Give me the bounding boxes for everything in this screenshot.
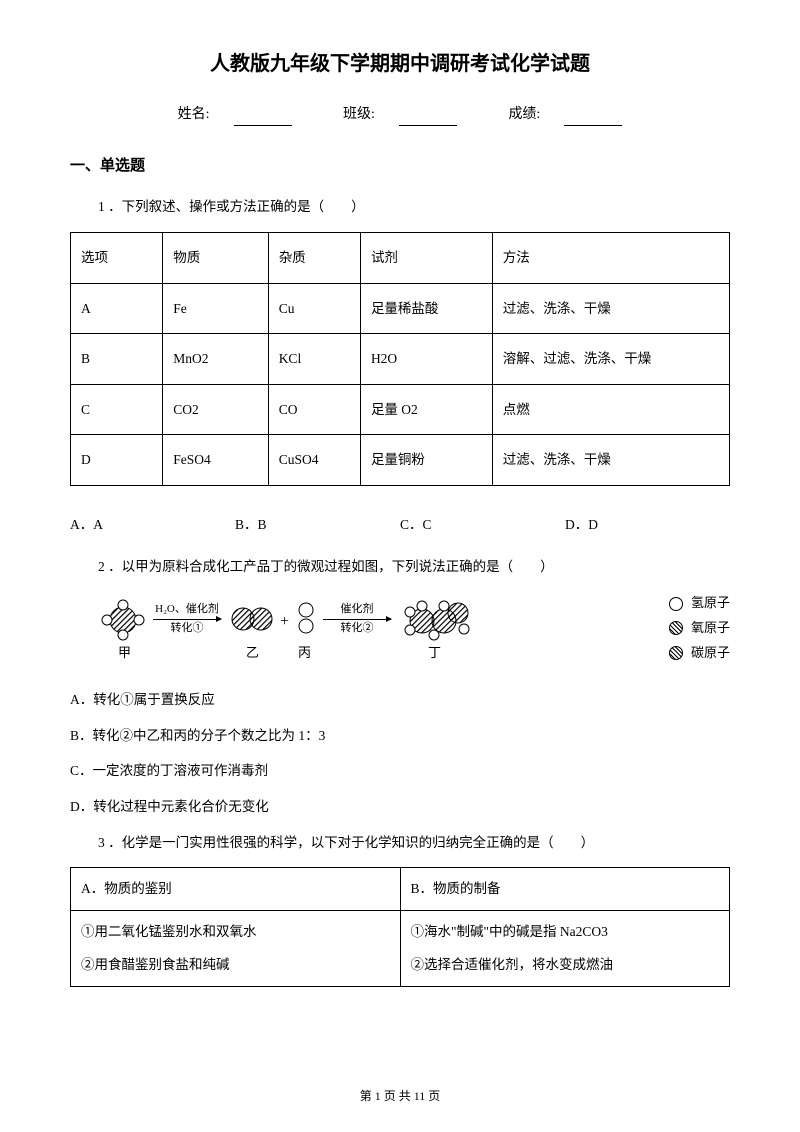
- option-d: D．D: [565, 514, 730, 536]
- name-label: 姓名:: [166, 107, 304, 122]
- label-jia: 甲: [118, 643, 131, 664]
- question-2-text: 2 ．以甲为原料合成化工产品丁的微观过程如图，下列说法正确的是（ ）: [98, 556, 730, 578]
- label-yi: 乙: [246, 643, 259, 664]
- arrow-2: 催化剂 转化②: [323, 601, 391, 637]
- question-3-table: A．物质的鉴别 B．物质的制备 ①用二氧化锰鉴别水和双氧水 ②用食醋鉴别食盐和纯…: [70, 867, 730, 987]
- atom-legend: 氢原子 氧原子 碳原子: [669, 593, 730, 667]
- score-label: 成绩:: [496, 107, 634, 122]
- table-row: C CO2 CO 足量 O2 点燃: [71, 384, 730, 435]
- table-header: 选项: [71, 232, 163, 283]
- label-bing: 丙: [298, 643, 311, 664]
- q3-cell-a-content: ①用二氧化锰鉴别水和双氧水 ②用食醋鉴别食盐和纯碱: [71, 910, 401, 986]
- option-b: B．B: [235, 514, 400, 536]
- table-row: B MnO2 KCl H2O 溶解、过滤、洗涤、干燥: [71, 334, 730, 385]
- table-row: ①用二氧化锰鉴别水和双氧水 ②用食醋鉴别食盐和纯碱 ①海水"制碱"中的碱是指 N…: [71, 910, 730, 986]
- table-header: 物质: [163, 232, 268, 283]
- table-header: 试剂: [360, 232, 492, 283]
- q3-cell-b-title: B．物质的制备: [400, 868, 730, 911]
- section-heading: 一、单选题: [70, 154, 730, 178]
- option-a: A．A: [70, 514, 235, 536]
- table-row: 选项 物质 杂质 试剂 方法: [71, 232, 730, 283]
- table-header: 杂质: [268, 232, 360, 283]
- question-2-diagram: 甲 H₂O、催化剂 转化① 乙 + 丙 催化剂 转化② 丁 氢原子: [98, 591, 730, 671]
- option-c: C．C: [400, 514, 565, 536]
- carbon-atom-icon: [669, 646, 683, 660]
- question-1-options: A．A B．B C．C D．D: [70, 514, 730, 536]
- q2-answer-b: B．转化②中乙和丙的分子个数之比为 1：3: [70, 725, 730, 747]
- q3-cell-a-title: A．物质的鉴别: [71, 868, 401, 911]
- q3-cell-b-content: ①海水"制碱"中的碱是指 Na2CO3 ②选择合适催化剂，将水变成燃油: [400, 910, 730, 986]
- label-ding: 丁: [428, 643, 441, 664]
- question-1-table: 选项 物质 杂质 试剂 方法 A Fe Cu 足量稀盐酸 过滤、洗涤、干燥 B …: [70, 232, 730, 486]
- table-row: A Fe Cu 足量稀盐酸 过滤、洗涤、干燥: [71, 283, 730, 334]
- page-title: 人教版九年级下学期期中调研考试化学试题: [70, 48, 730, 80]
- class-label: 班级:: [331, 107, 469, 122]
- hydrogen-atom-icon: [669, 597, 683, 611]
- question-1-text: 1 ．下列叙述、操作或方法正确的是（ ）: [98, 196, 730, 218]
- oxygen-atom-icon: [669, 621, 683, 635]
- q2-answer-d: D．转化过程中元素化合价无变化: [70, 796, 730, 818]
- arrow-1: H₂O、催化剂 转化①: [153, 601, 221, 637]
- page-footer: 第 1 页 共 11 页: [0, 1087, 800, 1106]
- table-row: D FeSO4 CuSO4 足量铜粉 过滤、洗涤、干燥: [71, 435, 730, 486]
- molecule-yi-icon: [230, 605, 274, 633]
- molecule-bing-icon: [296, 601, 316, 637]
- molecule-ding-icon: [400, 597, 470, 643]
- q2-answer-a: A．转化①属于置换反应: [70, 689, 730, 711]
- q2-answer-c: C．一定浓度的丁溶液可作消毒剂: [70, 760, 730, 782]
- table-header: 方法: [492, 232, 729, 283]
- student-info-line: 姓名: 班级: 成绩:: [70, 104, 730, 126]
- plus-icon: +: [280, 609, 289, 635]
- question-3-text: 3 ．化学是一门实用性很强的科学，以下对于化学知识的归纳完全正确的是（ ）: [98, 832, 730, 854]
- table-row: A．物质的鉴别 B．物质的制备: [71, 868, 730, 911]
- molecule-jia-icon: [98, 599, 148, 641]
